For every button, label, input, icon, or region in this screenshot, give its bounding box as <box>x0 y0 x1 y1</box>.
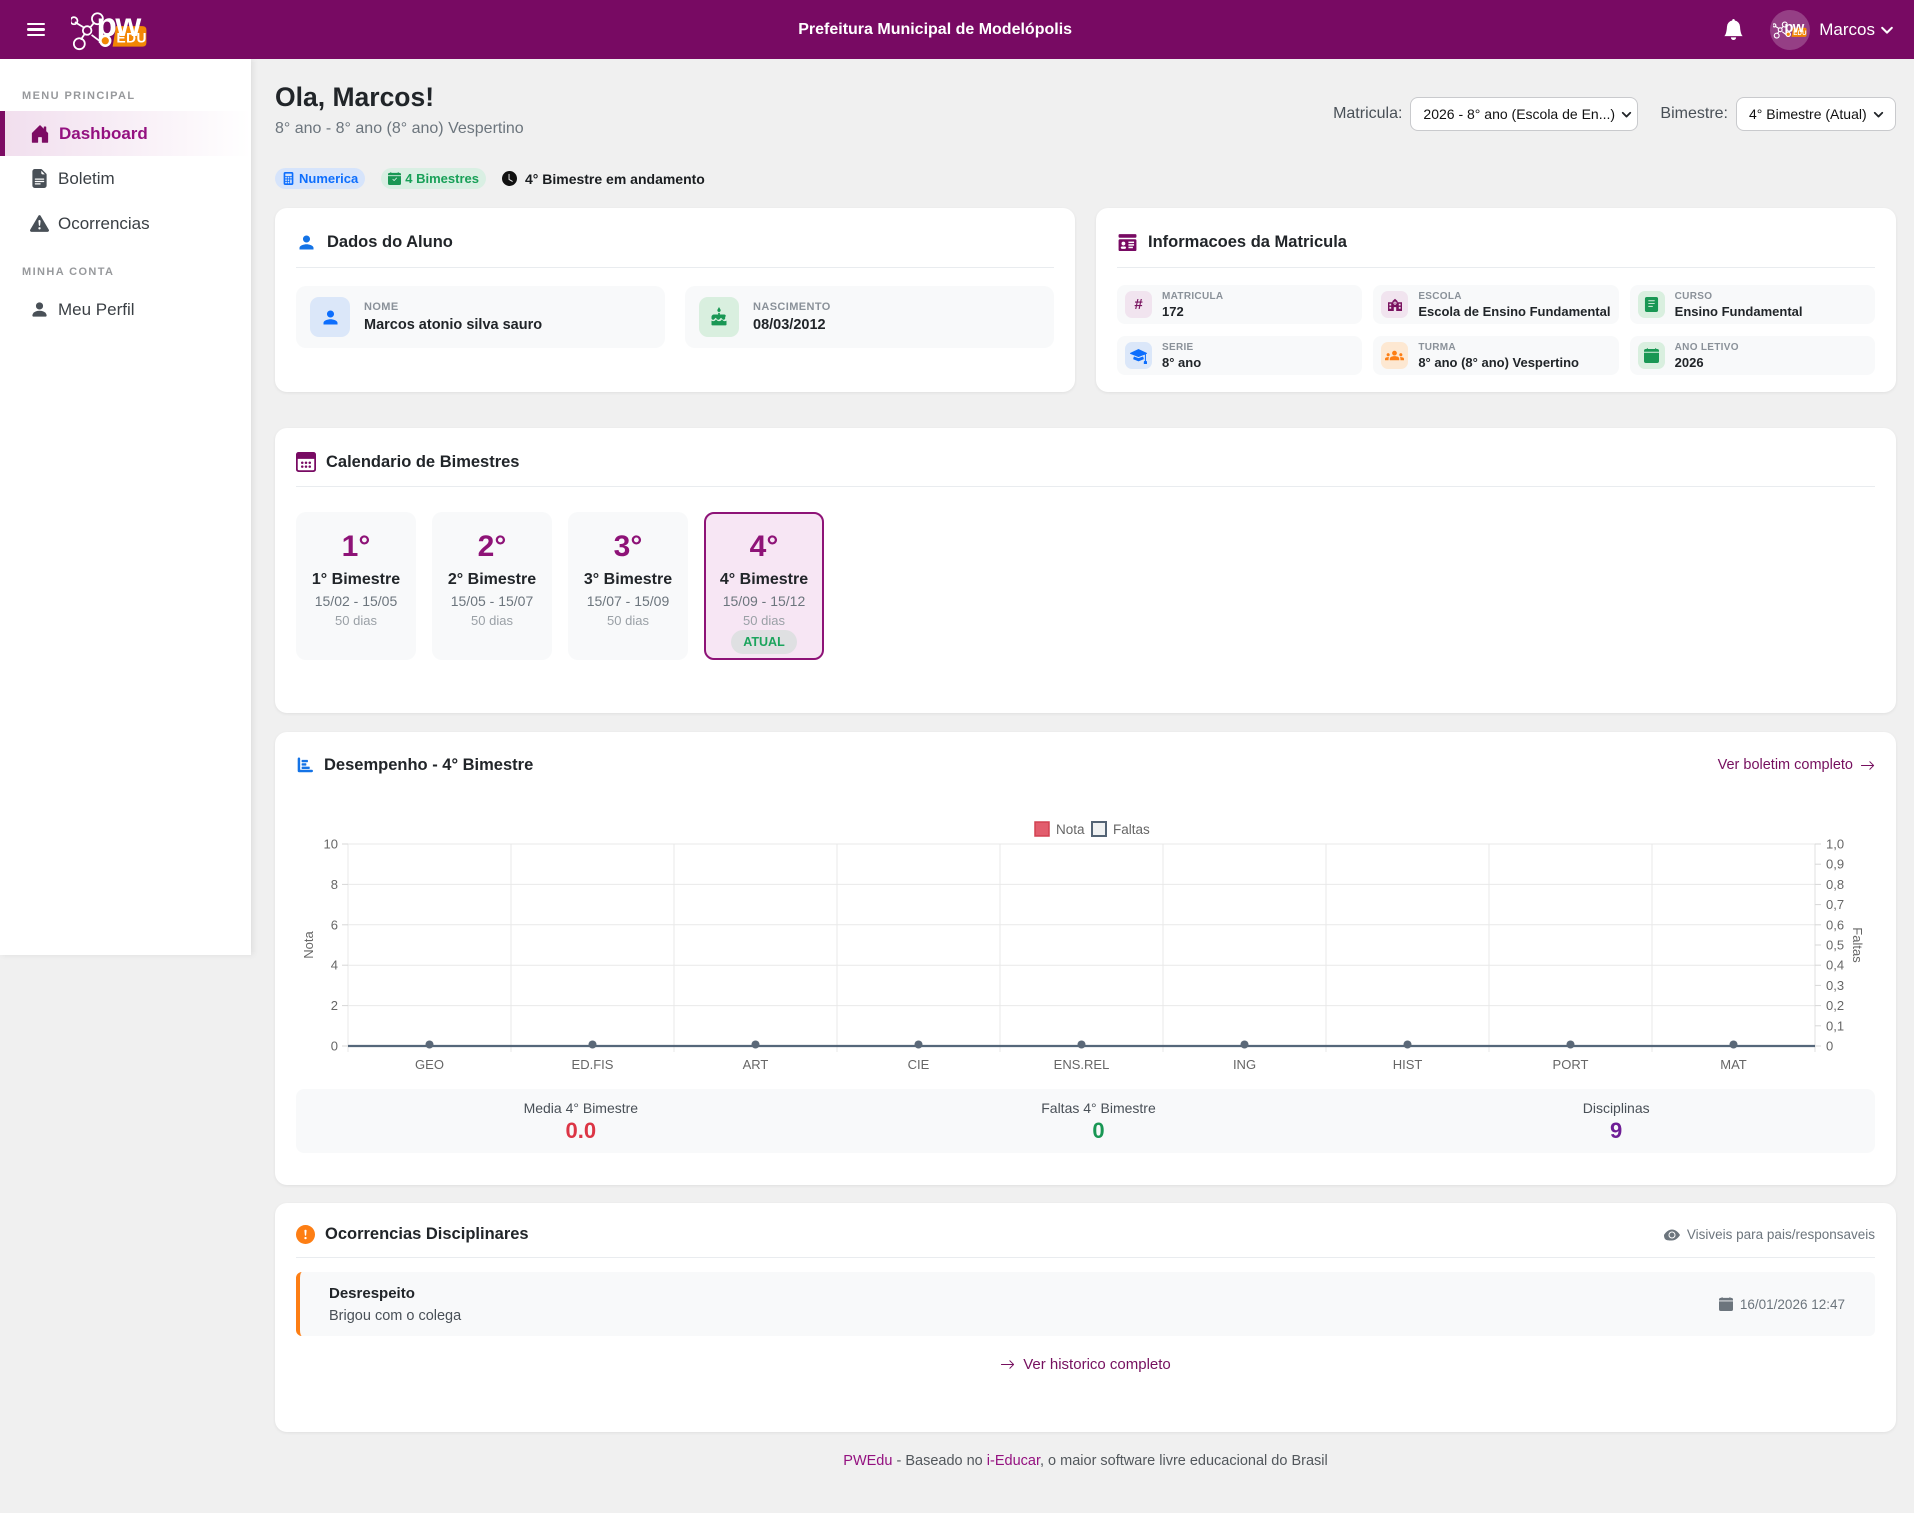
svg-text:0,3: 0,3 <box>1826 978 1844 993</box>
svg-text:4: 4 <box>331 958 338 973</box>
svg-text:ART: ART <box>743 1057 769 1072</box>
svg-text:0,7: 0,7 <box>1826 897 1844 912</box>
svg-text:Nota: Nota <box>1056 822 1085 837</box>
svg-text:0,5: 0,5 <box>1826 938 1844 953</box>
svg-text:Nota: Nota <box>301 931 316 959</box>
svg-text:ING: ING <box>1233 1057 1256 1072</box>
svg-text:ENS.REL: ENS.REL <box>1054 1057 1110 1072</box>
svg-text:0,4: 0,4 <box>1826 958 1844 973</box>
svg-text:0,1: 0,1 <box>1826 1018 1844 1033</box>
svg-text:8: 8 <box>331 877 338 892</box>
svg-text:ED.FIS: ED.FIS <box>572 1057 614 1072</box>
svg-text:Faltas: Faltas <box>1850 927 1865 963</box>
svg-text:0,9: 0,9 <box>1826 857 1844 872</box>
svg-text:0,6: 0,6 <box>1826 917 1844 932</box>
svg-text:0,8: 0,8 <box>1826 877 1844 892</box>
svg-text:CIE: CIE <box>908 1057 930 1072</box>
svg-text:EDU: EDU <box>116 30 146 45</box>
svg-text:0: 0 <box>331 1039 338 1054</box>
svg-text:1,0: 1,0 <box>1826 837 1844 852</box>
svg-text:Faltas: Faltas <box>1113 822 1150 837</box>
svg-text:PORT: PORT <box>1553 1057 1589 1072</box>
svg-text:MAT: MAT <box>1720 1057 1747 1072</box>
svg-text:2: 2 <box>331 998 338 1013</box>
svg-text:EDU: EDU <box>1794 30 1808 37</box>
svg-text:HIST: HIST <box>1393 1057 1423 1072</box>
svg-text:0,2: 0,2 <box>1826 998 1844 1013</box>
svg-text:GEO: GEO <box>415 1057 444 1072</box>
svg-text:0: 0 <box>1826 1039 1833 1054</box>
svg-text:6: 6 <box>331 917 338 932</box>
svg-text:10: 10 <box>324 837 338 852</box>
